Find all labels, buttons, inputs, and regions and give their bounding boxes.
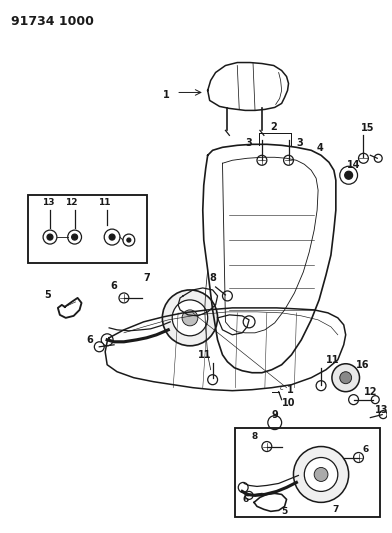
Text: 12: 12 <box>65 198 78 207</box>
Circle shape <box>104 229 120 245</box>
Circle shape <box>294 447 348 503</box>
Text: 6: 6 <box>242 495 248 504</box>
Text: 91734 1000: 91734 1000 <box>11 15 93 28</box>
Text: 6: 6 <box>86 335 93 345</box>
Text: 5: 5 <box>281 507 288 516</box>
Text: 11: 11 <box>198 350 211 360</box>
Circle shape <box>379 410 387 418</box>
Text: 6: 6 <box>362 445 368 454</box>
Text: 1: 1 <box>163 91 170 100</box>
Circle shape <box>371 395 379 403</box>
Text: 8: 8 <box>209 273 216 283</box>
Circle shape <box>127 238 131 242</box>
Circle shape <box>243 316 255 328</box>
Circle shape <box>262 441 272 451</box>
Circle shape <box>332 364 359 392</box>
Circle shape <box>47 234 53 240</box>
Text: 4: 4 <box>316 143 323 154</box>
Circle shape <box>94 342 104 352</box>
Text: 5: 5 <box>45 290 51 300</box>
Text: 16: 16 <box>356 360 369 370</box>
Text: 2: 2 <box>270 123 277 132</box>
Bar <box>235 427 380 518</box>
Circle shape <box>283 155 294 165</box>
Text: 12: 12 <box>363 386 377 397</box>
Circle shape <box>316 381 326 391</box>
Text: c: c <box>280 385 283 391</box>
Text: 7: 7 <box>143 273 150 283</box>
Text: 11: 11 <box>326 355 339 365</box>
Circle shape <box>304 457 338 491</box>
Text: 3: 3 <box>245 139 252 148</box>
Circle shape <box>68 230 82 244</box>
Circle shape <box>101 334 113 346</box>
Circle shape <box>43 230 57 244</box>
Circle shape <box>72 234 78 240</box>
Text: 15: 15 <box>361 123 374 133</box>
Text: 11: 11 <box>98 198 111 207</box>
Circle shape <box>172 300 208 336</box>
Text: 10: 10 <box>281 398 295 408</box>
Text: 7: 7 <box>333 505 339 514</box>
Circle shape <box>123 234 135 246</box>
Circle shape <box>245 491 253 499</box>
Circle shape <box>109 234 115 240</box>
Circle shape <box>340 166 358 184</box>
Circle shape <box>354 453 363 463</box>
Text: 14: 14 <box>347 160 360 170</box>
Text: 1: 1 <box>287 385 293 394</box>
Circle shape <box>162 290 218 346</box>
Circle shape <box>182 310 198 326</box>
Circle shape <box>359 154 368 163</box>
Text: 8: 8 <box>252 432 258 441</box>
Text: 9: 9 <box>271 410 278 419</box>
Circle shape <box>348 394 359 405</box>
Bar <box>28 195 147 263</box>
Text: 3: 3 <box>296 139 303 148</box>
Circle shape <box>119 293 129 303</box>
Circle shape <box>314 467 328 481</box>
Circle shape <box>340 372 352 384</box>
Text: 6: 6 <box>111 281 118 291</box>
Circle shape <box>345 171 353 179</box>
Circle shape <box>238 482 248 492</box>
Text: 13: 13 <box>375 405 389 415</box>
Text: 13: 13 <box>42 198 54 207</box>
Circle shape <box>223 291 232 301</box>
Circle shape <box>208 375 218 385</box>
Circle shape <box>257 155 267 165</box>
